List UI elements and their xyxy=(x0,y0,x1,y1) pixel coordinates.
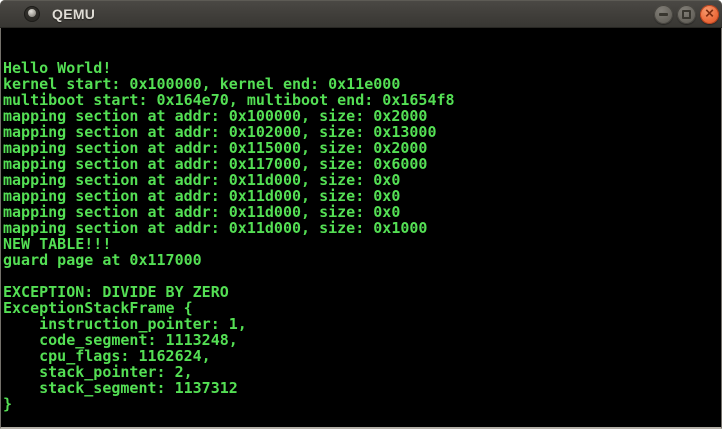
maximize-icon xyxy=(682,9,691,19)
minimize-icon xyxy=(659,12,668,16)
terminal-line: mapping section at addr: 0x11d000, size:… xyxy=(3,171,401,189)
terminal-line: mapping section at addr: 0x11d000, size:… xyxy=(3,187,401,205)
terminal-line: Hello World! xyxy=(3,59,112,77)
terminal-line: code_segment: 1113248, xyxy=(3,331,238,349)
terminal-line: cpu_flags: 1162624, xyxy=(3,347,211,365)
terminal-line: ExceptionStackFrame { xyxy=(3,299,193,317)
terminal-line xyxy=(3,268,721,284)
window-menu-ball-icon xyxy=(28,8,36,17)
terminal-line: mapping section at addr: 0x102000, size:… xyxy=(3,123,437,141)
minimize-button[interactable] xyxy=(654,4,673,24)
terminal-line xyxy=(3,28,721,44)
terminal-line: mapping section at addr: 0x11d000, size:… xyxy=(3,203,401,221)
terminal-line: stack_pointer: 2, xyxy=(3,363,193,381)
close-button[interactable]: ✕ xyxy=(700,4,719,24)
window-menu-button[interactable] xyxy=(24,5,40,22)
terminal-line: mapping section at addr: 0x115000, size:… xyxy=(3,139,428,157)
terminal-line: kernel start: 0x100000, kernel end: 0x11… xyxy=(3,75,401,93)
terminal-line xyxy=(3,44,721,60)
terminal-line: EXCEPTION: DIVIDE BY ZERO xyxy=(3,283,229,301)
terminal-line: mapping section at addr: 0x11d000, size:… xyxy=(3,219,428,237)
close-icon: ✕ xyxy=(704,6,715,21)
terminal-line: mapping section at addr: 0x117000, size:… xyxy=(3,155,428,173)
maximize-button[interactable] xyxy=(677,4,696,24)
terminal-line: stack_segment: 1137312 xyxy=(3,379,238,397)
terminal-line: mapping section at addr: 0x100000, size:… xyxy=(3,107,428,125)
window-title: QEMU xyxy=(52,5,96,22)
terminal-line: guard page at 0x117000 xyxy=(3,251,202,269)
vga-terminal-screen[interactable]: Hello World! kernel start: 0x100000, ker… xyxy=(0,28,722,429)
terminal-line: instruction_pointer: 1, xyxy=(3,315,247,333)
terminal-line: } xyxy=(3,395,13,413)
terminal-line xyxy=(3,412,721,427)
window-controls: ✕ xyxy=(654,0,719,28)
titlebar[interactable]: QEMU ✕ xyxy=(0,0,722,28)
terminal-line: multiboot start: 0x164e70, multiboot end… xyxy=(3,91,455,109)
terminal-line: NEW TABLE!!! xyxy=(3,235,112,253)
